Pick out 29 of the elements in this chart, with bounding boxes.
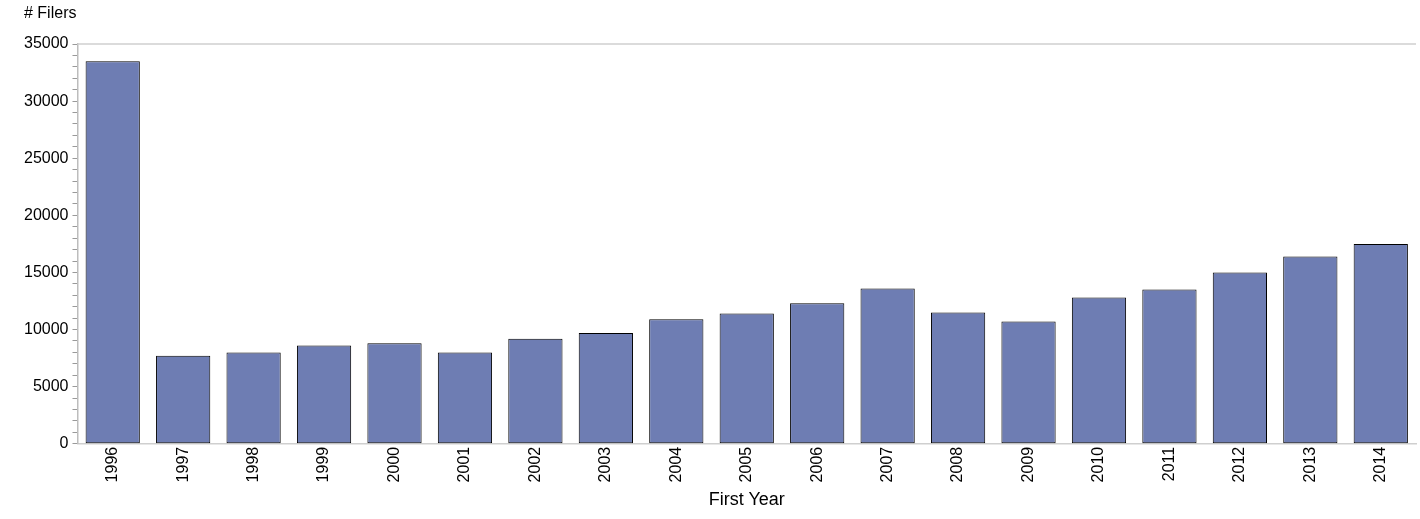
x-tick-label: 2006: [807, 446, 825, 483]
y-tick-label: 20000: [23, 205, 69, 223]
x-tick-label: 2010: [1089, 446, 1107, 483]
y-tick-label: 25000: [23, 148, 69, 166]
x-tick-label: 1998: [244, 446, 262, 483]
x-tick-label: 2001: [455, 446, 473, 483]
x-tick-label: 2005: [737, 446, 755, 483]
x-tick-label: 2007: [878, 446, 896, 483]
x-tick-label: 2004: [666, 446, 684, 483]
x-tick-label: 1996: [103, 446, 121, 483]
x-axis-title: First Year: [708, 489, 785, 510]
x-tick-label: 2013: [1300, 446, 1318, 483]
y-tick-label: 5000: [32, 377, 69, 395]
x-tick-label: 2002: [525, 446, 543, 483]
x-tick-label: 2012: [1230, 446, 1248, 483]
x-tick-label: 1997: [173, 446, 191, 483]
y-tick-label: 30000: [23, 91, 69, 109]
x-tick-label: 2008: [948, 446, 966, 483]
y-tick-label: 35000: [23, 34, 69, 52]
x-tick-label: 2011: [1159, 446, 1177, 482]
x-tick-label: 2000: [384, 446, 402, 483]
y-tick-label: 0: [59, 434, 69, 452]
x-tick-label: 1999: [314, 446, 332, 483]
y-tick-label: 15000: [23, 262, 69, 280]
y-axis-title: # Filers: [24, 4, 77, 22]
y-tick-label: 10000: [23, 319, 69, 337]
x-tick-label: 2009: [1018, 446, 1036, 483]
x-tick-label: 2014: [1371, 446, 1389, 483]
x-tick-label: 2003: [596, 446, 614, 483]
